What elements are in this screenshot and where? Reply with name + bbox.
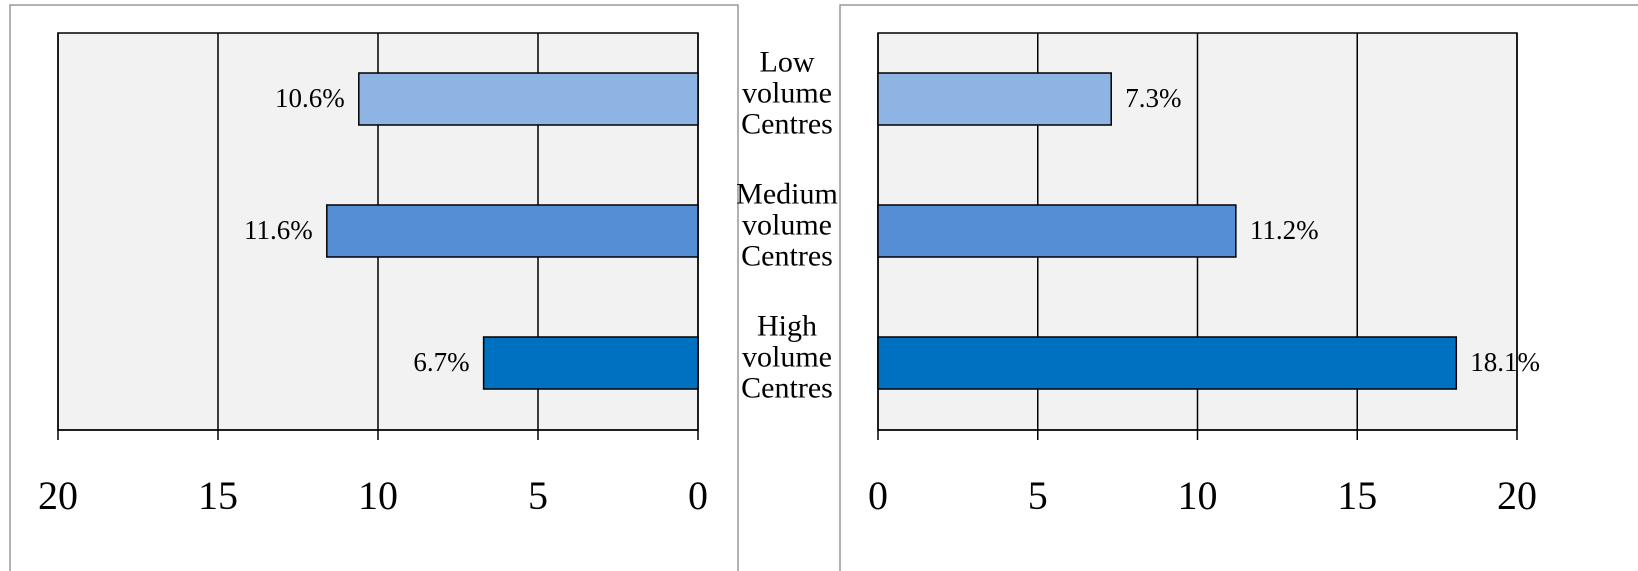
value-label: 18.1% (1470, 347, 1540, 377)
x-tick-label: 15 (1337, 473, 1377, 518)
bar (877, 204, 1237, 258)
value-label: 7.3% (1125, 83, 1181, 113)
x-tick-label: 20 (38, 473, 78, 518)
x-tick-label: 15 (198, 473, 238, 518)
value-label: 10.6% (275, 83, 345, 113)
x-tick-label: 0 (688, 473, 708, 518)
bar (326, 204, 699, 258)
x-tick-label: 10 (358, 473, 398, 518)
category-label: Low volume Centres (741, 45, 833, 141)
category-label: Medium volume Centres (736, 177, 838, 273)
x-tick-label: 10 (1178, 473, 1218, 518)
bar (877, 72, 1112, 126)
bar (482, 336, 699, 390)
x-tick-label: 0 (868, 473, 888, 518)
x-tick-label: 5 (1028, 473, 1048, 518)
category-label: High volume Centres (741, 309, 833, 405)
value-label: 11.6% (244, 215, 313, 245)
x-tick-label: 20 (1497, 473, 1537, 518)
bar (877, 336, 1458, 390)
value-label: 11.2% (1250, 215, 1319, 245)
value-label: 6.7% (413, 347, 469, 377)
bar (358, 72, 699, 126)
x-tick-label: 5 (528, 473, 548, 518)
